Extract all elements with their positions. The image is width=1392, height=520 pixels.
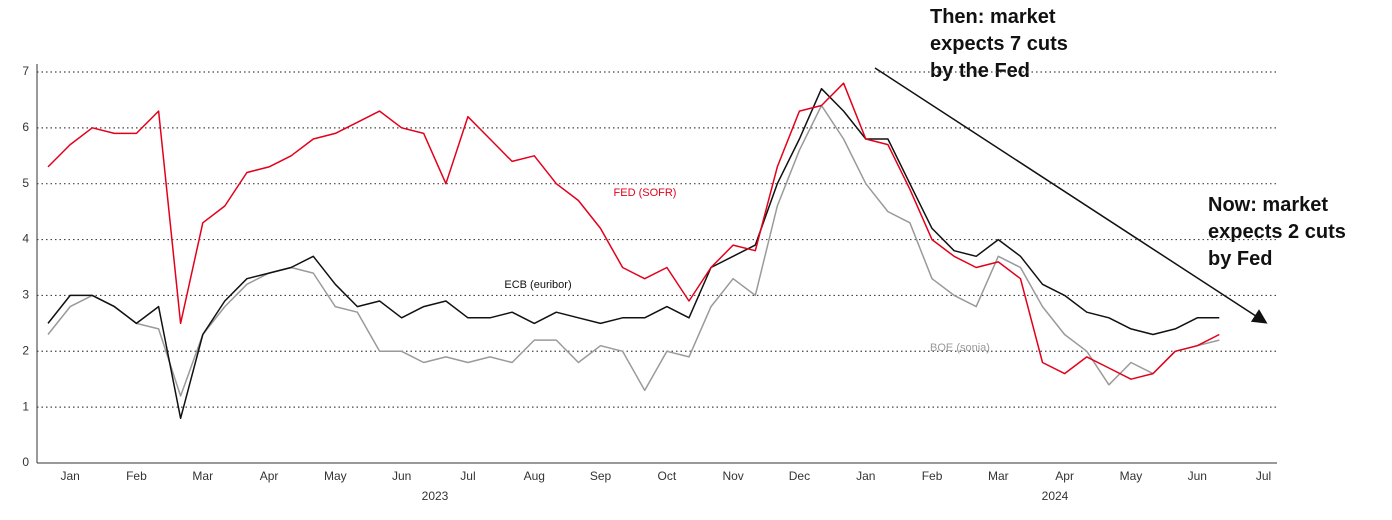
x-tick-label: Feb bbox=[922, 469, 943, 483]
x-tick-label: Nov bbox=[722, 469, 743, 483]
x-tick-label: May bbox=[1120, 469, 1143, 483]
y-tick-label: 1 bbox=[22, 399, 29, 413]
y-tick-label: 0 bbox=[22, 455, 29, 469]
y-tick-label: 2 bbox=[22, 343, 29, 357]
x-tick-label: Jan bbox=[856, 469, 875, 483]
x-tick-label: Apr bbox=[260, 469, 279, 483]
x-tick-label: Jan bbox=[60, 469, 79, 483]
y-tick-label: 3 bbox=[22, 288, 29, 302]
year-label: 2024 bbox=[1042, 489, 1069, 503]
x-tick-label: Apr bbox=[1055, 469, 1074, 483]
annotation-now: Now: market expects 2 cuts by Fed bbox=[1208, 194, 1346, 270]
x-tick-label: Mar bbox=[988, 469, 1009, 483]
x-tick-label: Mar bbox=[192, 469, 213, 483]
x-tick-label: Jun bbox=[392, 469, 411, 483]
trend-arrow bbox=[874, 67, 1268, 324]
y-tick-label: 6 bbox=[22, 120, 29, 134]
series-label: BOE (sonia) bbox=[930, 342, 990, 354]
series-line bbox=[47, 82, 1220, 380]
x-tick-label: Jun bbox=[1188, 469, 1207, 483]
series-line bbox=[47, 104, 1220, 397]
x-tick-label: Aug bbox=[524, 469, 545, 483]
series-label: ECB (euribor) bbox=[504, 279, 571, 291]
x-tick-label: Dec bbox=[789, 469, 810, 483]
series-line bbox=[47, 87, 1220, 420]
x-tick-label: Oct bbox=[658, 469, 677, 483]
series-label: FED (SOFR) bbox=[614, 187, 677, 199]
annotation-then: Then: market expects 7 cuts by the Fed bbox=[930, 6, 1068, 82]
x-tick-label: Jul bbox=[1256, 469, 1271, 483]
y-tick-label: 7 bbox=[22, 64, 29, 78]
x-tick-label: Feb bbox=[126, 469, 147, 483]
y-tick-label: 5 bbox=[22, 176, 29, 190]
y-tick-label: 4 bbox=[22, 232, 29, 246]
x-tick-label: Sep bbox=[590, 469, 612, 483]
x-tick-label: May bbox=[324, 469, 347, 483]
x-tick-label: Jul bbox=[460, 469, 475, 483]
year-label: 2023 bbox=[422, 489, 449, 503]
